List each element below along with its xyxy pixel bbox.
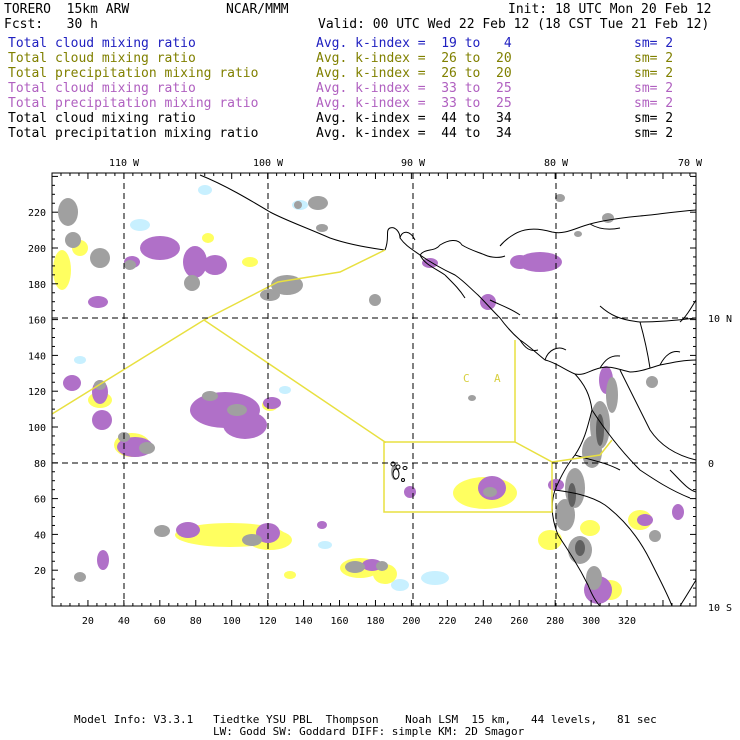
- dark-cloud-cores: [393, 414, 604, 556]
- bottom-grid-label: 280: [546, 616, 564, 627]
- left-grid-label: 80: [34, 459, 46, 470]
- legend-row-5-name: Total precipitation mixing ratio: [8, 96, 259, 111]
- legend-row-3-index: Avg. k-index = 26 to 20: [316, 66, 512, 81]
- bottom-grid-label: 260: [510, 616, 528, 627]
- top-lon-label: 80 W: [544, 158, 569, 169]
- country-borders: [419, 254, 696, 606]
- left-grid-label: 60: [34, 495, 46, 506]
- legend-row-7-index: Avg. k-index = 44 to 34: [316, 126, 512, 141]
- legend-row-6-sm: sm= 2: [634, 111, 674, 126]
- left-grid-label: 220: [28, 208, 46, 219]
- bottom-grid-label: 220: [438, 616, 456, 627]
- left-grid-label: 200: [28, 244, 46, 255]
- bottom-grid-label: 180: [366, 616, 384, 627]
- bottom-grid-label: 140: [295, 616, 313, 627]
- legend-row-1-index: Avg. k-index = 19 to 4: [316, 36, 512, 51]
- region-label-a: A: [494, 372, 501, 385]
- init-time: Init: 18 UTC Mon 20 Feb 12: [508, 2, 712, 17]
- bottom-grid-label: 160: [330, 616, 348, 627]
- bottom-grid-label: 60: [154, 616, 166, 627]
- galapagos-islands: [390, 461, 408, 482]
- purple-mixing-field: [63, 236, 684, 604]
- axis-ticks: [52, 173, 696, 606]
- legend-row-5-sm: sm= 2: [634, 96, 674, 111]
- left-grid-label: 160: [28, 316, 46, 327]
- legend-row-3-sm: sm= 2: [634, 66, 674, 81]
- footer-model-info: Model Info: V3.3.1 Tiedtke YSU PBL Thomp…: [74, 713, 657, 726]
- left-grid-label: 120: [28, 387, 46, 398]
- bottom-grid-label: 200: [402, 616, 420, 627]
- axis-labels: 20 40 60 80 100 120 140 160 180 200 220 240 260 280 30…: [28, 158, 732, 627]
- footer-physics-info: LW: Godd SW: Goddard DIFF: simple KM: 2D…: [213, 725, 525, 738]
- legend-row-4-index: Avg. k-index = 33 to 25: [316, 81, 512, 96]
- legend-row-1-name: Total cloud mixing ratio: [8, 36, 196, 51]
- left-grid-label: 100: [28, 423, 46, 434]
- map-frame: [51, 172, 697, 607]
- domain-outlines: [52, 249, 613, 513]
- bottom-grid-label: 20: [82, 616, 94, 627]
- legend-row-2-name: Total cloud mixing ratio: [8, 51, 196, 66]
- legend-row-7-name: Total precipitation mixing ratio: [8, 126, 259, 141]
- legend-row-6-name: Total cloud mixing ratio: [8, 111, 196, 126]
- bottom-grid-label: 320: [618, 616, 636, 627]
- legend-row-7-sm: sm= 2: [634, 126, 674, 141]
- left-grid-label: 180: [28, 280, 46, 291]
- right-lat-label: 10 S: [708, 603, 732, 614]
- top-lon-label: 70 W: [678, 158, 703, 169]
- region-label-c: C: [463, 372, 470, 385]
- left-grid-label: 20: [34, 566, 46, 577]
- right-lat-label: 0: [708, 459, 714, 470]
- forecast-hour: Fcst: 30 h: [4, 17, 98, 32]
- top-lon-label: 90 W: [401, 158, 426, 169]
- coastlines: [199, 174, 696, 606]
- legend-row-6-index: Avg. k-index = 44 to 34: [316, 111, 512, 126]
- top-lon-label: 100 W: [253, 158, 284, 169]
- bottom-grid-label: 40: [118, 616, 130, 627]
- model-title: TORERO 15km ARW: [4, 2, 130, 17]
- center-label: NCAR/MMM: [226, 2, 289, 17]
- legend-row-4-sm: sm= 2: [634, 81, 674, 96]
- legend-row-1-sm: sm= 2: [634, 36, 674, 51]
- legend-row-2-index: Avg. k-index = 26 to 20: [316, 51, 512, 66]
- top-lon-label: 110 W: [109, 158, 140, 169]
- legend-row-3-name: Total precipitation mixing ratio: [8, 66, 259, 81]
- legend-row-5-index: Avg. k-index = 33 to 25: [316, 96, 512, 111]
- bottom-grid-label: 300: [582, 616, 600, 627]
- bottom-grid-label: 80: [190, 616, 202, 627]
- lat-lon-grid: [52, 173, 696, 606]
- bottom-grid-label: 120: [259, 616, 277, 627]
- legend-row-4-name: Total cloud mixing ratio: [8, 81, 196, 96]
- right-lat-label: 10 N: [708, 314, 732, 325]
- left-grid-label: 140: [28, 351, 46, 362]
- yellow-mixing-field: [53, 233, 652, 600]
- bottom-grid-label: 100: [223, 616, 241, 627]
- valid-time: Valid: 00 UTC Wed 22 Feb 12 (18 CST Tue …: [318, 17, 710, 32]
- legend-row-2-sm: sm= 2: [634, 51, 674, 66]
- bottom-grid-label: 240: [474, 616, 492, 627]
- left-grid-label: 40: [34, 530, 46, 541]
